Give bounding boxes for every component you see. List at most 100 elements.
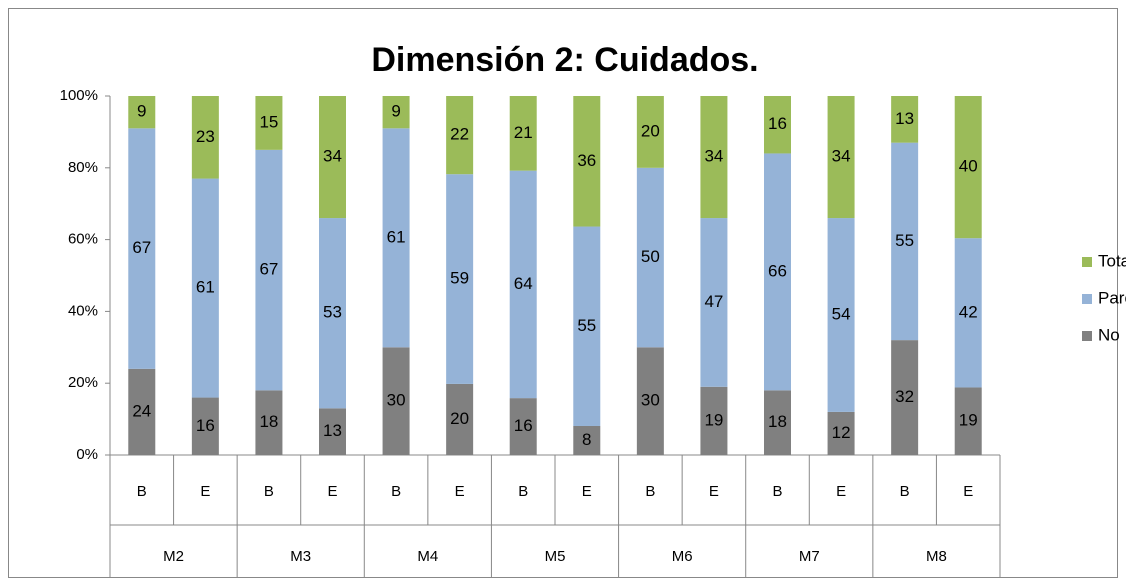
bar-segment — [700, 218, 728, 387]
value-label: 24 — [132, 401, 151, 420]
bar-segment — [446, 96, 474, 175]
value-label: 15 — [259, 112, 278, 131]
group-label: M3 — [290, 548, 311, 565]
group-label: M5 — [545, 548, 566, 565]
x-tick-label: E — [836, 483, 846, 500]
value-label: 55 — [577, 316, 596, 335]
bar-segment — [191, 178, 219, 398]
value-label: 8 — [582, 430, 591, 449]
x-tick-label: B — [264, 483, 274, 500]
value-label: 20 — [641, 121, 660, 140]
value-label: 30 — [387, 391, 406, 410]
value-label: 61 — [387, 227, 406, 246]
bar-segment — [191, 96, 219, 179]
y-tick-label: 0% — [76, 446, 98, 463]
chart-title: Dimensión 2: Cuidados. — [371, 41, 758, 79]
value-label: 36 — [577, 151, 596, 170]
value-label: 64 — [514, 274, 533, 293]
x-tick-label: E — [455, 483, 465, 500]
y-tick-label: 100% — [60, 87, 98, 104]
value-label: 42 — [959, 302, 978, 321]
value-label: 18 — [768, 412, 787, 431]
x-tick-label: B — [645, 483, 655, 500]
bar-segment — [636, 167, 664, 348]
value-label: 55 — [895, 231, 914, 250]
x-tick-label: E — [582, 483, 592, 500]
bar-segment — [128, 128, 156, 369]
bar-segment — [636, 96, 664, 168]
bar-segment — [319, 218, 346, 409]
bar-segment — [827, 218, 855, 412]
value-label: 54 — [832, 304, 851, 323]
x-tick-label: B — [391, 483, 401, 500]
value-label: 59 — [450, 269, 469, 288]
value-label: 16 — [196, 416, 215, 435]
y-tick-label: 20% — [68, 374, 98, 391]
x-tick-label: B — [137, 483, 147, 500]
y-tick-label: 60% — [68, 231, 98, 248]
bar-segment — [573, 96, 601, 227]
bar-segment — [255, 390, 283, 455]
legend-swatch — [1082, 294, 1092, 304]
value-label: 67 — [259, 260, 278, 279]
group-label: M4 — [417, 548, 438, 565]
bar-segment — [319, 96, 346, 219]
bar-segment — [509, 96, 537, 171]
bar-segment — [764, 390, 791, 455]
bar-segment — [191, 397, 219, 455]
bar-segment — [255, 149, 283, 391]
value-label: 9 — [391, 102, 400, 121]
bar-segment — [954, 387, 982, 455]
bar-segment — [827, 96, 855, 219]
legend-swatch — [1082, 257, 1092, 267]
bar-segment — [954, 238, 982, 388]
group-label: M7 — [799, 548, 820, 565]
bar-segment — [573, 425, 601, 455]
value-label: 13 — [895, 109, 914, 128]
bar-segment — [891, 96, 919, 143]
value-label: 12 — [832, 423, 851, 442]
legend-swatch — [1082, 331, 1092, 341]
bar-segment — [891, 142, 919, 341]
x-tick-label: B — [772, 483, 782, 500]
bar-segment — [891, 340, 919, 455]
value-label: 53 — [323, 303, 342, 322]
bar-segment — [128, 368, 156, 455]
bar-segment — [319, 408, 346, 455]
value-label: 19 — [704, 410, 723, 429]
value-label: 16 — [768, 114, 787, 133]
bar-segment — [636, 347, 664, 455]
legend-label: Parcial — [1098, 288, 1126, 307]
value-label: 67 — [132, 238, 151, 257]
value-label: 40 — [959, 157, 978, 176]
bar-segment — [954, 96, 982, 239]
value-label: 30 — [641, 391, 660, 410]
chart-border — [8, 8, 1118, 578]
bar-segment — [128, 96, 156, 129]
value-label: 61 — [196, 278, 215, 297]
bar-segment — [446, 174, 474, 384]
value-label: 22 — [450, 125, 469, 144]
x-tick-label: E — [709, 483, 719, 500]
bar-segment — [827, 411, 855, 455]
bar-segment — [573, 226, 601, 426]
bar-segment — [764, 96, 791, 154]
y-tick-label: 80% — [68, 159, 98, 176]
group-label: M8 — [926, 548, 947, 565]
bar-segment — [700, 96, 728, 219]
value-label: 19 — [959, 411, 978, 430]
bar-segment — [700, 386, 728, 455]
bar-segment — [382, 96, 410, 129]
bar-segment — [255, 96, 283, 150]
bar-segment — [509, 398, 537, 455]
bar-segment — [509, 170, 537, 399]
value-label: 34 — [832, 147, 851, 166]
x-tick-label: B — [900, 483, 910, 500]
value-label: 21 — [514, 123, 533, 142]
x-tick-label: E — [963, 483, 973, 500]
value-label: 34 — [323, 147, 342, 166]
value-label: 16 — [514, 416, 533, 435]
value-label: 47 — [704, 292, 723, 311]
value-label: 13 — [323, 421, 342, 440]
